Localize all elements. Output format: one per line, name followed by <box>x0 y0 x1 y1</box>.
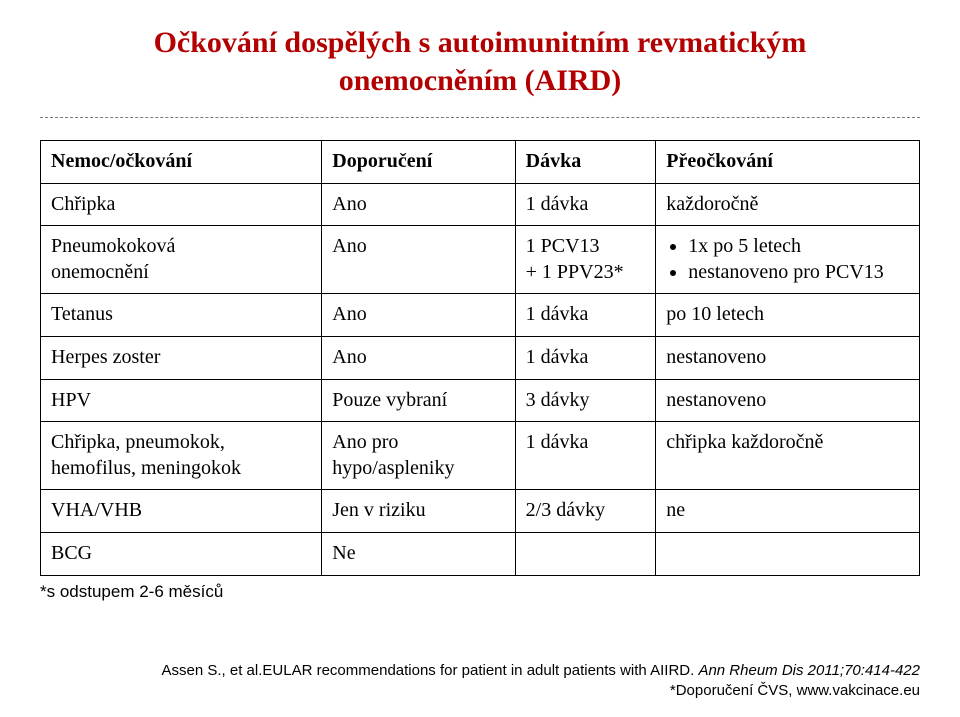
text: hemofilus, meningokok <box>51 457 241 479</box>
cell-disease: Pneumokoková onemocnění <box>41 226 322 294</box>
text: hypo/aspleniky <box>332 457 454 479</box>
bullet-list: 1x po 5 letech nestanoveno pro PCV13 <box>666 234 909 285</box>
title-line-2: onemocněním (AIRD) <box>339 64 621 97</box>
cell-revacc: nestanoveno <box>656 336 920 379</box>
citation-journal: Ann Rheum Dis 2011;70:414-422 <box>698 662 920 679</box>
cell-disease: VHA/VHB <box>41 490 322 533</box>
cell-disease: BCG <box>41 532 322 575</box>
header-disease: Nemoc/očkování <box>41 141 322 184</box>
table-row: Tetanus Ano 1 dávka po 10 letech <box>41 294 920 337</box>
cell-dose: 1 dávka <box>515 336 656 379</box>
citation-line2: *Doporučení ČVS, www.vakcinace.eu <box>670 682 920 699</box>
cell-disease: Chřipka <box>41 183 322 226</box>
cell-recommend: Ano <box>322 336 515 379</box>
cell-recommend: Ano <box>322 226 515 294</box>
cell-recommend: Jen v riziku <box>322 490 515 533</box>
bullet-item: 1x po 5 letech <box>688 234 909 260</box>
table-row: HPV Pouze vybraní 3 dávky nestanoveno <box>41 379 920 422</box>
cell-recommend: Ano <box>322 183 515 226</box>
page-title: Očkování dospělých s autoimunitním revma… <box>40 24 920 99</box>
title-line-1: Očkování dospělých s autoimunitním revma… <box>154 26 807 59</box>
table-row: Pneumokoková onemocnění Ano 1 PCV13 + 1 … <box>41 226 920 294</box>
cell-recommend: Ano pro hypo/aspleniky <box>322 422 515 490</box>
cell-recommend: Pouze vybraní <box>322 379 515 422</box>
table-row: Chřipka, pneumokok, hemofilus, meningoko… <box>41 422 920 490</box>
cell-revacc: chřipka každoročně <box>656 422 920 490</box>
cell-dose: 1 dávka <box>515 183 656 226</box>
cell-revacc: každoročně <box>656 183 920 226</box>
text: + 1 PPV23* <box>526 261 624 283</box>
cell-disease: HPV <box>41 379 322 422</box>
bullet-item: nestanoveno pro PCV13 <box>688 260 909 286</box>
cell-recommend: Ne <box>322 532 515 575</box>
vaccination-table: Nemoc/očkování Doporučení Dávka Přeočkov… <box>40 140 920 576</box>
cell-revacc: nestanoveno <box>656 379 920 422</box>
text: onemocnění <box>51 261 149 283</box>
table-row: Chřipka Ano 1 dávka každoročně <box>41 183 920 226</box>
header-revaccination: Přeočkování <box>656 141 920 184</box>
cell-dose: 3 dávky <box>515 379 656 422</box>
cell-dose <box>515 532 656 575</box>
cell-revacc: 1x po 5 letech nestanoveno pro PCV13 <box>656 226 920 294</box>
cell-revacc <box>656 532 920 575</box>
cell-revacc: po 10 letech <box>656 294 920 337</box>
slide: Očkování dospělých s autoimunitním revma… <box>0 0 960 717</box>
cell-disease: Herpes zoster <box>41 336 322 379</box>
cell-dose: 1 PCV13 + 1 PPV23* <box>515 226 656 294</box>
cell-disease: Chřipka, pneumokok, hemofilus, meningoko… <box>41 422 322 490</box>
table-row: Herpes zoster Ano 1 dávka nestanoveno <box>41 336 920 379</box>
text: 1 PCV13 <box>526 235 600 257</box>
cell-dose: 1 dávka <box>515 294 656 337</box>
cell-dose: 2/3 dávky <box>515 490 656 533</box>
cell-recommend: Ano <box>322 294 515 337</box>
table-row: VHA/VHB Jen v riziku 2/3 dávky ne <box>41 490 920 533</box>
header-dose: Dávka <box>515 141 656 184</box>
cell-dose: 1 dávka <box>515 422 656 490</box>
citation-text: Assen S., et al.EULAR recommendations fo… <box>162 662 699 679</box>
table-header-row: Nemoc/očkování Doporučení Dávka Přeočkov… <box>41 141 920 184</box>
footnote: *s odstupem 2-6 měsíců <box>40 582 920 602</box>
text: Chřipka, pneumokok, <box>51 431 225 453</box>
cell-disease: Tetanus <box>41 294 322 337</box>
text: Pneumokoková <box>51 235 175 257</box>
citation: Assen S., et al.EULAR recommendations fo… <box>162 661 920 702</box>
text: Ano pro <box>332 431 398 453</box>
table-row: BCG Ne <box>41 532 920 575</box>
divider <box>40 117 920 118</box>
cell-revacc: ne <box>656 490 920 533</box>
header-recommend: Doporučení <box>322 141 515 184</box>
